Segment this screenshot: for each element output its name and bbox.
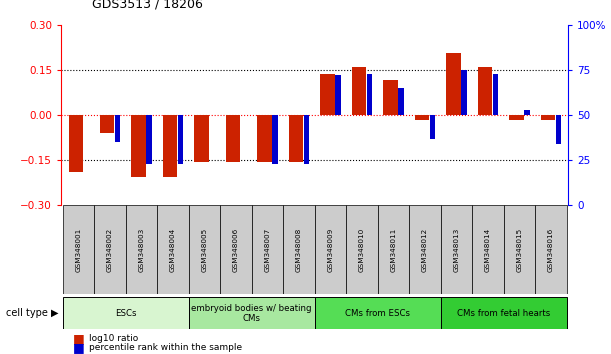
Text: GSM348011: GSM348011 <box>390 227 397 272</box>
Bar <box>510 115 524 120</box>
Text: GSM348012: GSM348012 <box>422 227 428 272</box>
Bar <box>226 115 240 162</box>
Bar <box>503 205 535 294</box>
Bar <box>441 205 472 294</box>
Text: GSM348013: GSM348013 <box>453 227 459 272</box>
Bar <box>493 74 499 115</box>
Text: GSM348001: GSM348001 <box>75 227 81 272</box>
Bar <box>126 205 157 294</box>
Bar <box>273 115 278 164</box>
Bar <box>556 115 562 144</box>
Bar <box>146 115 152 164</box>
Bar <box>131 115 145 177</box>
Bar <box>283 205 315 294</box>
Bar <box>315 205 346 294</box>
Bar <box>415 115 429 120</box>
Bar <box>163 115 177 177</box>
Text: ESCs: ESCs <box>115 309 136 318</box>
Text: GSM348008: GSM348008 <box>296 227 302 272</box>
Text: GSM348006: GSM348006 <box>233 227 239 272</box>
Bar <box>94 205 126 294</box>
Text: ■: ■ <box>73 332 85 344</box>
Bar <box>461 70 467 115</box>
Bar <box>100 115 114 133</box>
Bar <box>63 205 94 294</box>
Text: embryoid bodies w/ beating
CMs: embryoid bodies w/ beating CMs <box>191 304 312 323</box>
Bar <box>115 115 120 142</box>
Bar <box>315 297 441 329</box>
Bar <box>321 74 335 115</box>
Bar <box>541 115 555 120</box>
Text: cell type ▶: cell type ▶ <box>5 308 58 318</box>
Bar <box>441 297 566 329</box>
Text: GSM348009: GSM348009 <box>327 227 334 272</box>
Text: percentile rank within the sample: percentile rank within the sample <box>89 343 242 352</box>
Bar <box>304 115 309 164</box>
Bar <box>220 205 252 294</box>
Bar <box>409 205 441 294</box>
Bar <box>346 205 378 294</box>
Bar <box>430 115 436 138</box>
Bar <box>472 205 503 294</box>
Bar <box>378 205 409 294</box>
Bar <box>535 205 566 294</box>
Bar <box>367 74 373 115</box>
Bar <box>289 115 303 162</box>
Bar <box>252 205 283 294</box>
Text: log10 ratio: log10 ratio <box>89 333 138 343</box>
Text: GSM348005: GSM348005 <box>202 227 207 272</box>
Bar <box>68 115 82 172</box>
Text: GSM348007: GSM348007 <box>265 227 271 272</box>
Text: CMs from ESCs: CMs from ESCs <box>345 309 410 318</box>
Bar <box>63 297 189 329</box>
Bar <box>157 205 189 294</box>
Text: GSM348003: GSM348003 <box>139 227 144 272</box>
Bar <box>189 205 220 294</box>
Text: GSM348002: GSM348002 <box>107 227 113 272</box>
Text: GSM348014: GSM348014 <box>485 227 491 272</box>
Text: CMs from fetal hearts: CMs from fetal hearts <box>457 309 551 318</box>
Bar <box>257 115 272 162</box>
Bar <box>384 80 398 115</box>
Bar <box>447 53 461 115</box>
Bar <box>178 115 183 164</box>
Text: GSM348015: GSM348015 <box>516 227 522 272</box>
Bar <box>398 88 404 115</box>
Bar <box>189 297 315 329</box>
Text: GSM348010: GSM348010 <box>359 227 365 272</box>
Text: ■: ■ <box>73 341 85 354</box>
Bar <box>335 75 341 115</box>
Bar <box>194 115 209 162</box>
Bar <box>352 67 366 115</box>
Bar <box>524 110 530 115</box>
Text: GSM348016: GSM348016 <box>548 227 554 272</box>
Text: GSM348004: GSM348004 <box>170 227 176 272</box>
Text: GDS3513 / 18206: GDS3513 / 18206 <box>92 0 202 11</box>
Bar <box>478 67 492 115</box>
